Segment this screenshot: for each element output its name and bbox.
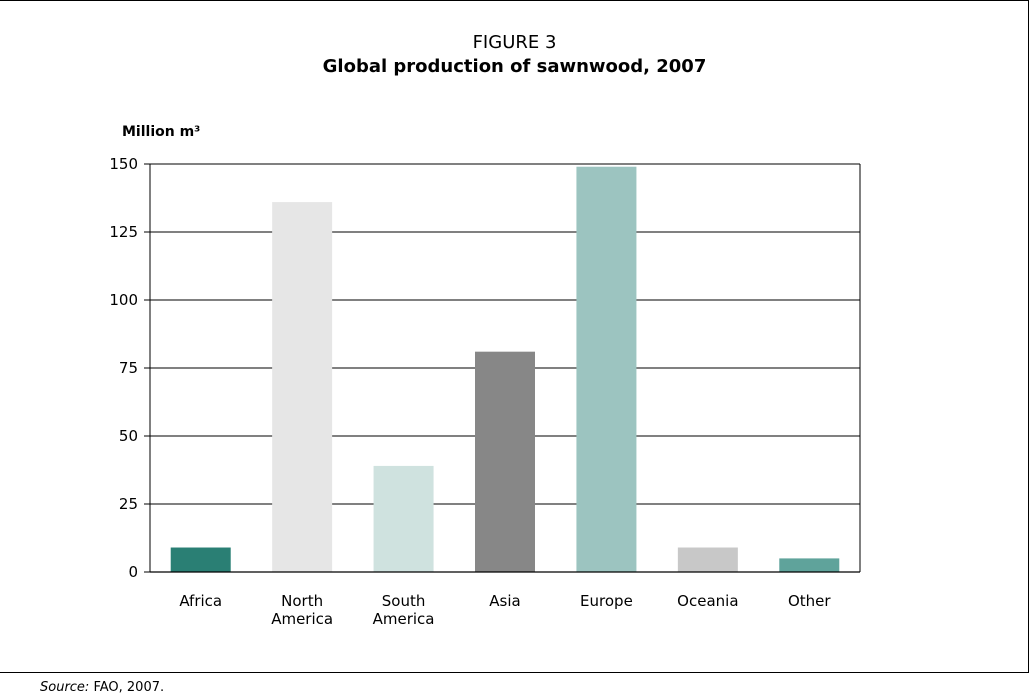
y-tick-label: 125	[109, 223, 138, 241]
source-lead: Source:	[40, 680, 90, 695]
plot-frame	[144, 163, 861, 573]
x-tick-label: Other	[788, 592, 831, 610]
bars	[170, 166, 840, 572]
y-tick-label: 0	[128, 563, 138, 581]
bar	[779, 558, 840, 572]
y-tick-label: 50	[119, 427, 138, 445]
x-tick-label: America	[373, 610, 435, 628]
bar	[272, 202, 333, 572]
x-tick-label: Asia	[489, 592, 520, 610]
bar	[170, 547, 231, 572]
x-tick-label: South	[382, 592, 426, 610]
source-text: FAO, 2007.	[93, 680, 165, 695]
y-tick-label: 150	[109, 155, 138, 173]
x-tick-label: Oceania	[677, 592, 738, 610]
y-tick-label: 100	[109, 291, 138, 309]
bar	[475, 351, 535, 572]
x-tick-label: Europe	[580, 592, 633, 610]
x-tick-label: North	[281, 592, 323, 610]
y-tick-label: 25	[119, 495, 138, 513]
y-tick-label: 75	[119, 359, 138, 377]
bar	[576, 166, 637, 572]
source-note: Source: FAO, 2007.	[40, 681, 164, 694]
bar	[373, 465, 434, 572]
chart-title: Global production of sawnwood, 2007	[322, 56, 707, 77]
bar	[677, 547, 738, 572]
y-tick-labels: 0 25 50 75 100 125 150	[109, 155, 138, 581]
y-axis-label: Million m³	[122, 124, 201, 140]
x-tick-label: America	[271, 610, 333, 628]
x-tick-label: Africa	[179, 592, 222, 610]
figure-label: FIGURE 3	[472, 32, 557, 53]
